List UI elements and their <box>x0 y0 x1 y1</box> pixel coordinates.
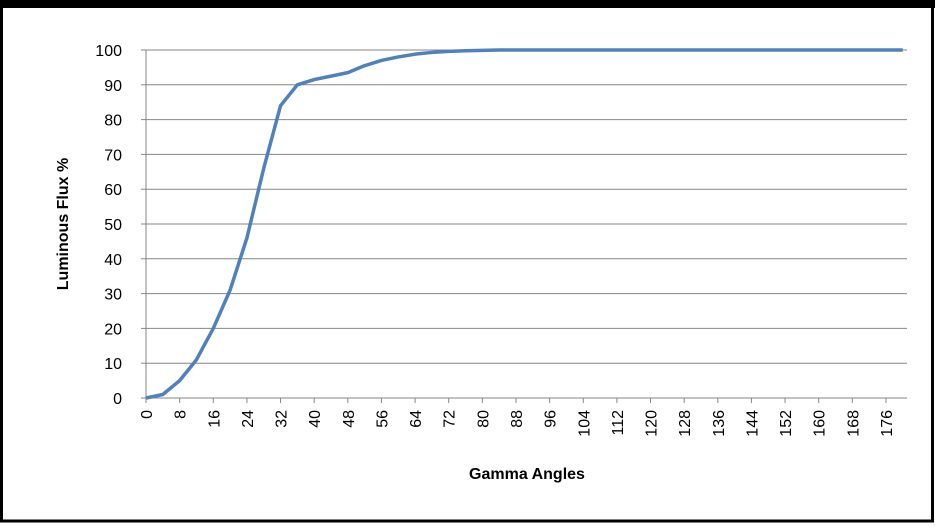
x-tick-label: 112 <box>610 410 627 436</box>
y-tick-label: 100 <box>95 43 122 60</box>
x-tick-label: 64 <box>408 410 425 428</box>
y-tick-label: 90 <box>104 78 122 95</box>
y-tick-label: 60 <box>104 182 122 199</box>
x-tick-label: 16 <box>206 410 223 428</box>
x-tick-label: 40 <box>307 410 324 428</box>
x-tick-label: 48 <box>341 410 358 428</box>
y-tick-label: 0 <box>113 391 122 408</box>
y-tick-label: 80 <box>104 113 122 130</box>
x-tick-label: 104 <box>576 410 593 437</box>
x-tick-label: 152 <box>778 410 795 437</box>
y-tick-label: 40 <box>104 252 122 269</box>
x-tick-label: 120 <box>644 410 661 437</box>
x-tick-label: 176 <box>879 410 896 437</box>
x-tick-label: 96 <box>543 410 560 428</box>
y-tick-label: 10 <box>104 356 122 373</box>
x-tick-label: 160 <box>812 410 829 437</box>
y-tick-label: 20 <box>104 321 122 338</box>
x-tick-label: 144 <box>744 410 761 437</box>
x-tick-label: 72 <box>442 410 459 428</box>
x-tick-label: 8 <box>173 410 190 419</box>
x-tick-label: 80 <box>475 410 492 428</box>
y-tick-label: 70 <box>104 147 122 164</box>
x-tick-label: 128 <box>677 410 694 437</box>
y-tick-label: 50 <box>104 217 122 234</box>
x-tick-label: 88 <box>509 410 526 428</box>
y-tick-label: 30 <box>104 287 122 304</box>
x-tick-label: 168 <box>845 410 862 437</box>
x-tick-label: 56 <box>374 410 391 428</box>
x-tick-label: 0 <box>139 410 156 419</box>
data-line <box>145 48 903 400</box>
x-tick-label: 24 <box>240 410 257 428</box>
x-axis-label: Gamma Angles <box>469 466 585 483</box>
y-axis-label: Luminous Flux % <box>55 158 72 290</box>
x-tick-label: 136 <box>711 410 728 437</box>
x-tick-label: 32 <box>274 410 291 428</box>
